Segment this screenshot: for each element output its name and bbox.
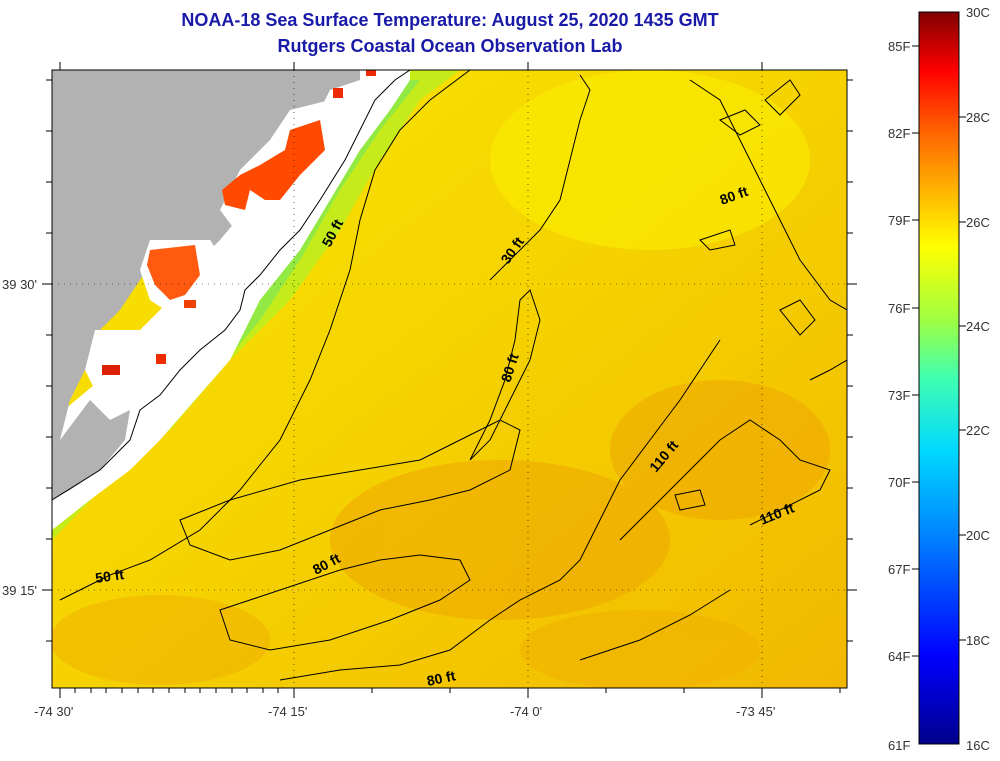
- colorbar-celsius-label: 26C: [966, 215, 990, 230]
- colorbar-fahrenheit-label: 82F: [888, 126, 911, 141]
- colorbar-fahrenheit-label: 67F: [888, 562, 911, 577]
- colorbar-celsius-label: 20C: [966, 528, 990, 543]
- colorbar-ticks: [912, 45, 966, 657]
- map-title: NOAA-18 Sea Surface Temperature: August …: [181, 10, 719, 30]
- colorbar-celsius-label: 18C: [966, 633, 990, 648]
- no-data-margin: [52, 70, 410, 530]
- colorbar-fahrenheit-label: 79F: [888, 213, 911, 228]
- land-mass: [52, 70, 360, 450]
- warm-patches: [52, 70, 830, 688]
- colorbar-celsius-label: 30C: [966, 5, 990, 20]
- lon-label: -73 45': [736, 704, 776, 719]
- lon-label: -74 0': [510, 704, 543, 719]
- colorbar-fahrenheit-label: 76F: [888, 301, 911, 316]
- bathymetry-contours: [59, 70, 847, 681]
- colorbar-celsius-label: 16C: [966, 738, 990, 753]
- colorbar: [918, 11, 960, 745]
- tick-marks: [42, 62, 857, 698]
- colorbar-fahrenheit-label: 70F: [888, 475, 911, 490]
- coastline: [52, 70, 411, 501]
- colorbar-fahrenheit-label: 64F: [888, 649, 911, 664]
- lat-label: 39 15': [2, 583, 38, 598]
- contour-label: 50 ft: [94, 566, 125, 586]
- land-mass-south: [52, 400, 130, 500]
- map-subtitle: Rutgers Coastal Ocean Observation Lab: [277, 36, 623, 56]
- colorbar-celsius-label: 24C: [966, 319, 990, 334]
- colorbar-fahrenheit-label: 73F: [888, 388, 911, 403]
- graticule: [52, 70, 847, 688]
- colorbar-fahrenheit-label: 61F: [888, 738, 911, 753]
- colorbar-celsius-label: 22C: [966, 423, 990, 438]
- colorbar-fahrenheit-label: 85F: [888, 39, 911, 54]
- warm-bay-waters: [102, 70, 376, 375]
- lon-label: -74 15': [268, 704, 308, 719]
- bay-area-3: [85, 330, 170, 400]
- lon-label: -74 30': [34, 704, 74, 719]
- lat-label: 39 30': [2, 277, 38, 292]
- colorbar-celsius-label: 28C: [966, 110, 990, 125]
- contour-label: 80 ft: [425, 667, 457, 689]
